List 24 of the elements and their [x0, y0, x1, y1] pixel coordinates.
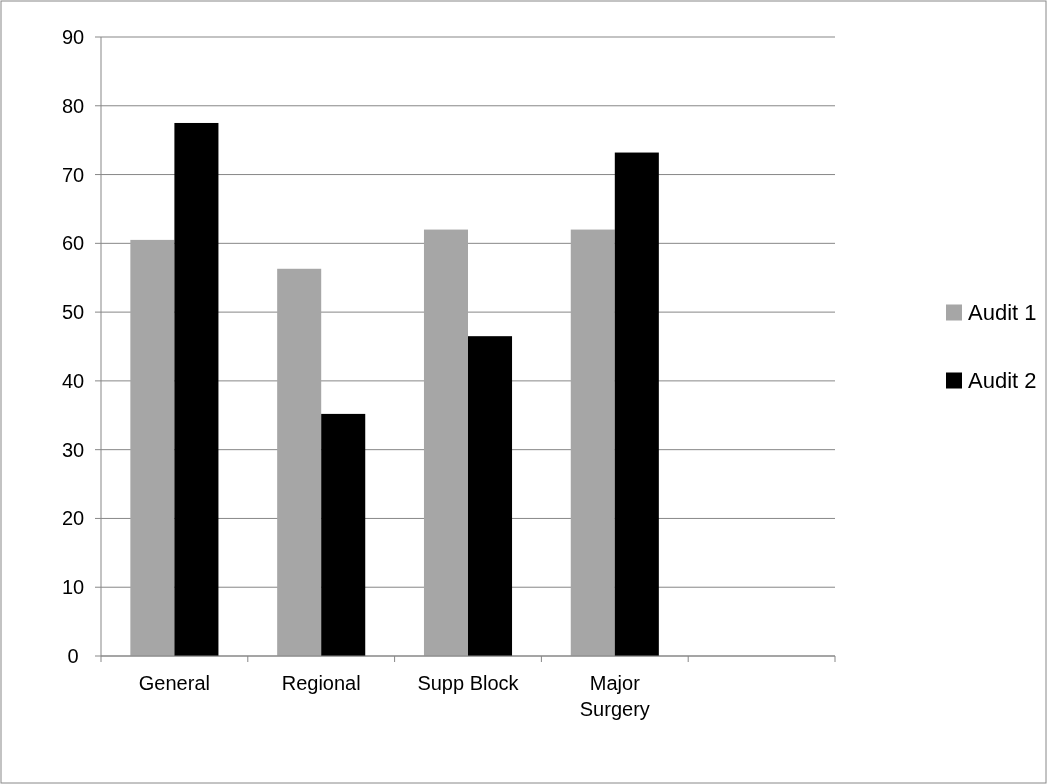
- legend-label: Audit 2: [968, 368, 1037, 394]
- x-tick-label: Regional: [281, 672, 361, 694]
- y-tick-label: 0: [67, 645, 79, 667]
- y-tick-label: 40: [61, 369, 85, 392]
- y-tick-label: 80: [61, 94, 85, 117]
- bar: [570, 229, 615, 656]
- bar: [614, 152, 659, 656]
- bar: [174, 122, 219, 656]
- y-tick-label: 90: [61, 26, 85, 48]
- y-tick-label: 60: [61, 232, 85, 255]
- bar: [468, 336, 513, 656]
- y-tick-label: 50: [61, 301, 85, 324]
- y-tick-label: 20: [61, 507, 85, 530]
- bar: [130, 239, 175, 656]
- x-tick-label: Major Surgery: [579, 672, 650, 720]
- bar: [321, 413, 366, 656]
- bar: [277, 268, 322, 656]
- legend-label: Audit 1: [968, 300, 1037, 326]
- y-tick-label: 70: [61, 163, 85, 186]
- x-tick-label: General: [138, 672, 210, 694]
- x-tick-label: Supp Block: [417, 672, 520, 694]
- y-tick-label: 30: [61, 438, 85, 461]
- bar: [423, 229, 468, 656]
- y-tick-label: 10: [61, 576, 85, 599]
